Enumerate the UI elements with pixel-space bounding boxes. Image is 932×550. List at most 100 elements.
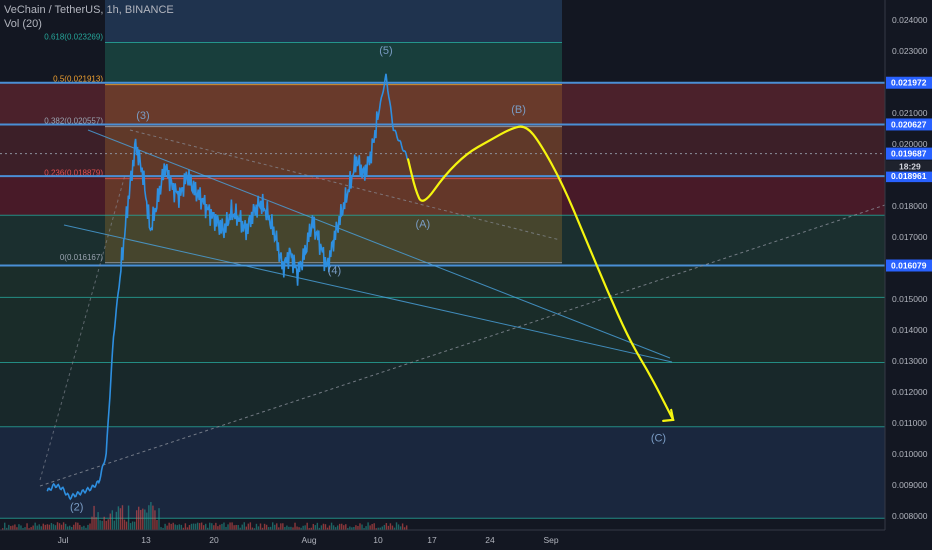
- volume-bar: [68, 525, 71, 530]
- volume-bar: [263, 523, 266, 530]
- volume-bar: [395, 522, 398, 530]
- elliott-wave-labels: (2) (3) (4) (5) (A) (B) (C): [70, 45, 666, 514]
- volume-bar: [138, 506, 140, 530]
- horizontal-levels: [0, 81, 885, 519]
- volume-bar: [170, 523, 172, 530]
- volume-bar: [205, 523, 207, 530]
- volume-bar: [194, 523, 197, 530]
- volume-bar: [24, 527, 26, 530]
- volume-bar: [231, 522, 233, 530]
- x-tick-label: Sep: [543, 535, 558, 545]
- volume-bar: [166, 525, 168, 530]
- wave-label: (3): [136, 110, 149, 122]
- volume-bar: [359, 523, 361, 530]
- volume-bar: [109, 513, 111, 530]
- support-dashed: [39, 204, 886, 487]
- volume-bar: [182, 527, 185, 530]
- volume-bar: [148, 505, 150, 530]
- volume-bar: [127, 505, 130, 530]
- volume-bar: [249, 522, 252, 530]
- x-tick-label: Aug: [301, 535, 316, 545]
- volume-bar: [322, 523, 325, 530]
- zone-bands: [0, 82, 885, 519]
- volume-bar: [133, 521, 136, 530]
- volume-bar: [229, 522, 231, 530]
- volume-bar: [298, 527, 300, 530]
- volume-bar: [184, 523, 187, 530]
- countdown-label: 18:29: [899, 162, 921, 172]
- volume-bar: [284, 527, 286, 530]
- volume-bar: [131, 521, 134, 530]
- volume-bar: [178, 524, 181, 530]
- time-axis-bg: [0, 530, 932, 550]
- volume-bar: [14, 524, 16, 530]
- volume-bar: [58, 523, 61, 530]
- volume-bar: [209, 522, 211, 530]
- volume-bar: [105, 520, 107, 530]
- wave-label: (B): [511, 104, 526, 116]
- volume-bar: [269, 526, 272, 530]
- volume-bar: [79, 525, 81, 530]
- volume-bar: [217, 526, 219, 530]
- volume-bar: [393, 527, 396, 530]
- volume-bar: [310, 527, 312, 530]
- level-tag-0-bg: [886, 76, 932, 89]
- volume-bar: [304, 525, 306, 530]
- volume-bars: [2, 502, 408, 530]
- volume-bar: [255, 523, 258, 530]
- volume-bar: [239, 527, 241, 530]
- volume-bar: [276, 523, 278, 530]
- volume-bar: [140, 509, 142, 530]
- volume-bar: [223, 522, 225, 530]
- volume-bar: [365, 526, 367, 530]
- volume-bar: [373, 523, 375, 530]
- y-tick-label: 0.018000: [892, 201, 928, 211]
- volume-bar: [265, 524, 268, 530]
- x-tick-label: 13: [141, 535, 151, 545]
- volume-bar: [50, 523, 53, 530]
- volume-bar: [180, 524, 183, 530]
- volume-bar: [93, 505, 95, 530]
- forecast-arrowhead: [662, 408, 675, 423]
- volume-bar: [160, 527, 162, 530]
- impulse-dashed: [39, 174, 126, 481]
- wave-label: (A): [415, 219, 430, 231]
- volume-bar: [288, 526, 290, 530]
- volume-bar: [99, 520, 101, 530]
- volume-bar: [227, 524, 229, 530]
- volume-bar: [237, 525, 239, 530]
- x-tick-label: Jul: [58, 535, 69, 545]
- channel-lower: [63, 224, 673, 363]
- volume-bar: [38, 524, 40, 530]
- volume-bar: [363, 528, 365, 530]
- volume-bar: [280, 523, 282, 530]
- volume-bar: [383, 524, 386, 530]
- volume-bar: [48, 524, 51, 530]
- current-price-tag: 0.019687: [891, 149, 927, 159]
- zone-band-7: [0, 426, 885, 519]
- volume-bar: [135, 510, 138, 530]
- fib-label-0: 0(0.016167): [60, 253, 103, 262]
- volume-bar: [42, 523, 44, 530]
- zone-band-6: [0, 362, 885, 427]
- volume-bar: [71, 526, 73, 530]
- volume-bar: [245, 526, 247, 530]
- volume-bar: [235, 524, 237, 530]
- volume-bar: [95, 517, 97, 530]
- current-price-tag-bg: [886, 147, 932, 160]
- volume-bar: [196, 522, 199, 530]
- volume-bar: [119, 508, 122, 530]
- volume-bar: [215, 522, 217, 530]
- volume-bar: [64, 523, 67, 530]
- volume-bar: [77, 522, 79, 530]
- volume-bar: [97, 512, 99, 530]
- volume-bar: [46, 524, 49, 530]
- volume-bar: [73, 524, 75, 530]
- volume-bar: [286, 525, 288, 530]
- volume-bar: [30, 527, 32, 530]
- volume-bar: [300, 527, 302, 530]
- volume-bar: [168, 522, 170, 530]
- volume-bar: [361, 524, 363, 530]
- zone-band-4: [0, 265, 885, 298]
